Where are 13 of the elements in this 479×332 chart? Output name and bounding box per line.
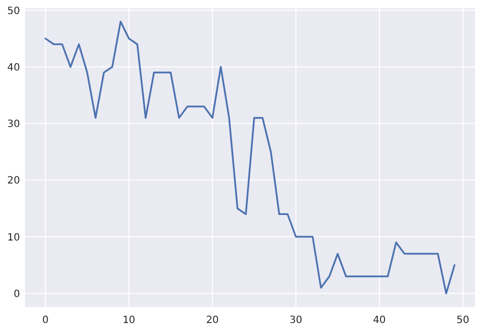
y-tick-label: 50 xyxy=(7,6,20,17)
y-tick-label: 20 xyxy=(7,176,20,187)
y-tick-label: 30 xyxy=(7,119,20,130)
x-tick-label: 30 xyxy=(290,315,302,326)
y-tick-label: 40 xyxy=(7,62,20,74)
line-series xyxy=(44,20,456,294)
x-tick-label: 20 xyxy=(206,315,219,326)
x-tick-label: 40 xyxy=(373,315,386,326)
x-tick-label: 50 xyxy=(456,315,470,326)
y-tick-label: 0 xyxy=(14,288,20,300)
x-tick-label: 10 xyxy=(122,315,136,326)
y-tick-label: 10 xyxy=(7,232,20,244)
x-tick-label: 0 xyxy=(42,315,49,326)
